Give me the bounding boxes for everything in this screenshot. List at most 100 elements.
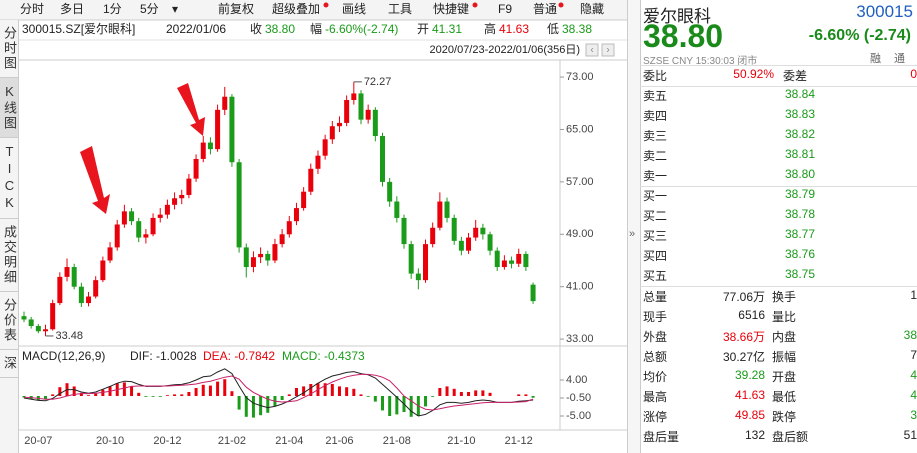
arrow — [80, 146, 110, 214]
candle-body — [64, 267, 70, 277]
candle-body — [329, 126, 335, 140]
stat-value: 41.63 — [734, 388, 765, 402]
candle-body — [437, 201, 443, 228]
date-range: 2020/07/23-2022/01/06(356日) — [430, 44, 580, 56]
chart-area: ‹ › 分时 多日 1分 5分 ▾ 前复权 超级叠加 画线 工具 快捷键 F9 普通 隐藏 300015.… — [0, 0, 627, 447]
candle-body — [301, 191, 307, 209]
candle-body — [308, 168, 314, 192]
book-price: 38.83 — [784, 107, 815, 121]
arrow — [177, 83, 205, 136]
y-tick-label: 57.00 — [566, 176, 594, 188]
toolbar-item[interactable]: 工具 — [388, 2, 412, 16]
info-value: -6.60%(-2.74) — [325, 22, 398, 36]
candle-body — [258, 253, 264, 258]
book-price: 38.79 — [784, 187, 815, 201]
candle-body — [358, 93, 364, 120]
tag: 通 — [894, 53, 905, 65]
side-tab[interactable]: 分价表 — [0, 292, 18, 350]
candle-body — [86, 296, 92, 304]
toolbar-item[interactable]: 隐藏 — [580, 2, 604, 16]
candle-body — [21, 316, 27, 320]
quote-panel: 爱尔眼科 300015 38.80 -6.60% (-2.74) SZSE CNY 15… — [640, 0, 917, 453]
candle-body — [444, 201, 450, 218]
legend-entry: MACD: -0.4373 — [282, 349, 365, 363]
market-meta: SZSE CNY 15:30:03 闭市 — [643, 56, 758, 67]
book-price: 38.81 — [784, 147, 815, 161]
side-tab[interactable]: 深 — [0, 350, 18, 378]
candle-body — [480, 227, 486, 235]
info-label: 幅 — [310, 21, 322, 36]
side-tab[interactable]: 成交明细 — [0, 219, 18, 292]
toolbar-item[interactable]: 画线 — [342, 2, 366, 16]
candle-body — [516, 253, 522, 264]
toolbar-item[interactable]: 超级叠加 — [272, 1, 320, 16]
toolbar-item[interactable]: 1分 — [103, 2, 122, 16]
toolbar-item[interactable]: F9 — [498, 2, 512, 16]
candle-body — [50, 303, 56, 330]
candle-body — [322, 139, 328, 156]
candle-body — [315, 155, 321, 169]
scroll-button[interactable] — [585, 43, 599, 57]
stat-label: 现手 — [643, 310, 668, 324]
panel-divider[interactable]: » — [627, 0, 641, 453]
candle-body — [530, 284, 536, 302]
y-tick-label: -5.00 — [566, 410, 591, 422]
book-price: 38.82 — [784, 127, 815, 141]
candle-body — [179, 194, 185, 199]
indicator-line — [23, 373, 534, 411]
candle-body — [458, 240, 464, 251]
side-tabs: 分时图 K线图 TICK 成交明细 分价表深 — [0, 20, 19, 453]
candle-body — [293, 208, 299, 222]
candle-body — [487, 234, 493, 251]
scroll-button[interactable] — [601, 43, 615, 57]
info-value: 41.31 — [432, 22, 462, 36]
badge — [323, 2, 329, 8]
date: 2022/01/06 — [166, 22, 226, 36]
side-tab[interactable]: TICK — [0, 138, 18, 219]
info-label: 高 — [484, 21, 496, 36]
candle-body — [57, 276, 63, 304]
legend-entry: DEA: -0.7842 — [203, 349, 275, 363]
candle-body — [164, 204, 170, 215]
toolbar-item[interactable]: ▾ — [172, 2, 178, 16]
candle-body — [107, 247, 113, 261]
candle-body — [78, 286, 84, 304]
side-tab[interactable]: K线图 — [0, 78, 18, 138]
icon: › — [606, 45, 609, 56]
toolbar-item[interactable]: 分时 — [20, 2, 44, 16]
side-tab[interactable]: 分时图 — [0, 20, 18, 78]
toolbar-item[interactable]: 5分 — [140, 2, 159, 16]
book-price: 38.76 — [784, 247, 815, 261]
candle-body — [136, 221, 142, 238]
candle-body — [121, 211, 127, 225]
x-tick-label: 20-10 — [96, 435, 124, 447]
stat-value: 38 — [903, 328, 917, 342]
stat-label: 量比 — [772, 310, 797, 324]
stat-label: 总量 — [643, 290, 668, 304]
legend-entry: DIF: -1.0028 — [130, 349, 197, 363]
toolbar-item[interactable]: 快捷键 — [433, 2, 469, 16]
stat-value: 4 — [910, 368, 917, 382]
x-tick-label: 20-12 — [153, 435, 181, 447]
stat-value: 7 — [910, 348, 917, 362]
candle-body — [423, 244, 429, 281]
stat-value: 6516 — [738, 308, 765, 322]
candle-body — [157, 214, 163, 218]
candle-body — [43, 329, 49, 332]
toolbar-item[interactable]: 前复权 — [218, 1, 254, 16]
toolbar-item[interactable]: 多日 — [60, 2, 84, 16]
x-tick-label: 21-12 — [505, 435, 533, 447]
y-tick-label: 41.00 — [566, 281, 594, 293]
stat-label: 总额 — [643, 350, 668, 364]
stock-name: 爱尔眼科 — [643, 7, 711, 26]
stat-label: 盘后额 — [772, 430, 809, 444]
symbol: 300015.SZ[爱尔眼科] — [22, 21, 135, 36]
candle-body — [143, 234, 149, 238]
toolbar-item[interactable]: 普通 — [533, 2, 557, 16]
stat-value: 30.27亿 — [722, 350, 765, 364]
icon: » — [629, 228, 636, 240]
separator — [640, 286, 917, 287]
stat-value: 39.28 — [734, 368, 765, 382]
candle-body — [473, 227, 479, 238]
stat-label: 内盘 — [772, 330, 797, 344]
